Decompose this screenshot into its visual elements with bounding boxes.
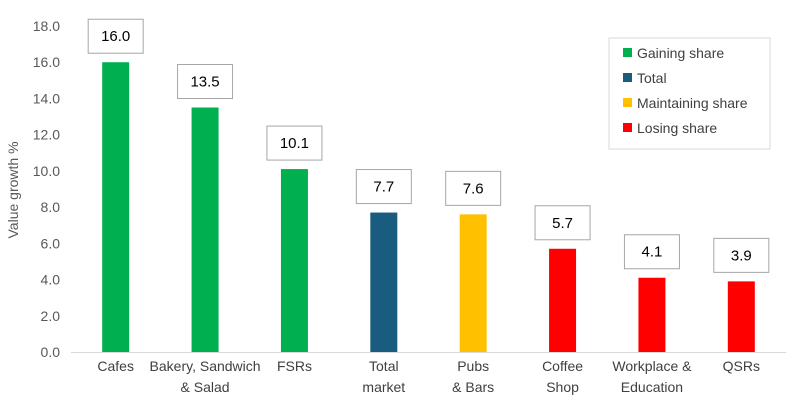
bar: [370, 212, 398, 352]
category-label: Coffee Shop: [542, 358, 583, 395]
data-label-box: [534, 205, 591, 241]
legend-box: [608, 37, 771, 150]
data-label-box: [623, 234, 680, 270]
bar: [102, 62, 130, 352]
y-tick-label: 0.0: [41, 344, 61, 360]
bar: [280, 169, 308, 352]
category-label: Pubs & Bars: [452, 358, 494, 395]
legend: Gaining share Total Maintaining share Losin…: [608, 37, 771, 150]
legend-swatch: [623, 123, 632, 132]
y-tick-label: 6.0: [41, 235, 61, 251]
data-label: 4.1: [642, 244, 663, 261]
category-label: FSRs: [277, 358, 312, 374]
data-label: 7.7: [373, 179, 394, 196]
y-tick-label: 14.0: [33, 90, 60, 106]
data-label: 5.7: [552, 215, 573, 232]
category-label: QSRs: [723, 358, 760, 374]
y-axis: 0.0 2.0 4.0 6.0 8.0 10.0 12.0 14.0 16.0 18.0: [33, 18, 60, 360]
legend-label: Losing share: [637, 120, 717, 136]
legend-label: Gaining share: [637, 45, 724, 61]
y-tick-label: 10.0: [33, 163, 60, 179]
legend-swatch: [623, 98, 632, 107]
y-tick-label: 8.0: [41, 199, 61, 215]
y-tick-label: 4.0: [41, 272, 61, 288]
legend-label: Maintaining share: [637, 95, 748, 111]
legend-label: Total: [637, 70, 667, 86]
legend-swatch: [623, 73, 632, 82]
y-tick-label: 12.0: [33, 127, 60, 143]
data-label: 16.0: [101, 28, 130, 45]
data-label-box: [355, 169, 412, 205]
data-labels: 16.0 13.5 10.1 7.7 7.6 5.7 4.1 3.9: [87, 18, 770, 273]
bars: [102, 62, 755, 352]
data-label-box: [177, 64, 234, 99]
category-label: Bakery, Sandwich & Salad: [150, 358, 261, 395]
x-axis: Cafes Bakery, Sandwich & Salad FSRs Total mar…: [71, 352, 786, 395]
data-label-box: [445, 170, 502, 206]
bar: [191, 107, 219, 352]
y-tick-label: 18.0: [33, 18, 60, 34]
data-label: 3.9: [731, 247, 752, 264]
category-label: Cafes: [97, 358, 134, 374]
category-label: Workplace & Education: [612, 358, 692, 395]
legend-swatch: [623, 48, 632, 57]
category-label: Total market: [362, 358, 405, 395]
data-label-box: [713, 237, 770, 273]
data-label-box: [87, 18, 144, 54]
bar: [638, 277, 666, 352]
data-label-box: [266, 125, 323, 161]
data-label: 10.1: [280, 135, 309, 152]
data-label: 7.6: [463, 180, 484, 197]
y-axis-title: Value growth %: [5, 141, 21, 238]
y-tick-label: 2.0: [41, 308, 61, 324]
bar: [549, 248, 577, 352]
data-label: 13.5: [190, 74, 219, 91]
bar: [459, 214, 487, 352]
bar: [727, 281, 755, 352]
y-tick-label: 16.0: [33, 54, 60, 70]
